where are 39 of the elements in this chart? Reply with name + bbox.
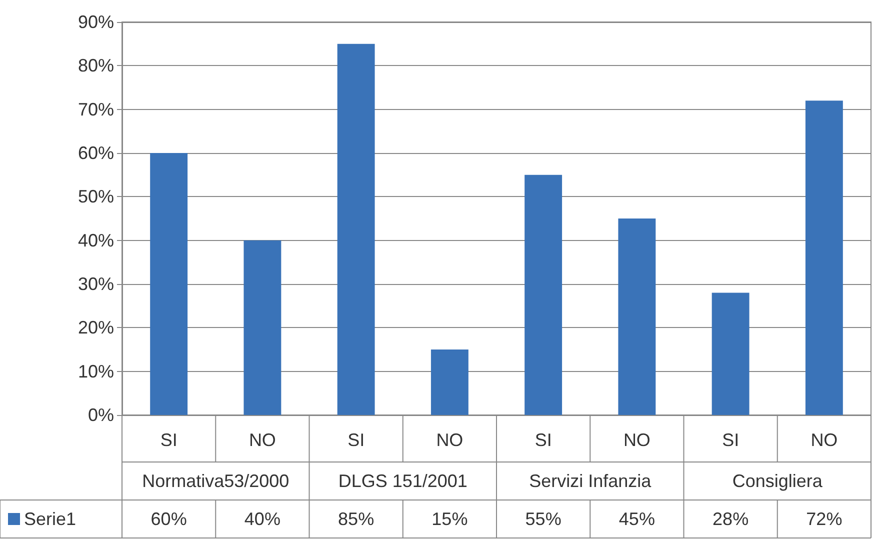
data-label: 55%: [525, 509, 562, 529]
data-label: 28%: [712, 509, 749, 529]
x-tick-label: NO: [810, 430, 838, 450]
y-tick-label: 10%: [78, 361, 114, 382]
bar: [150, 153, 188, 415]
y-tick-label: 90%: [78, 12, 114, 32]
text: Normativa53/2000: [142, 471, 290, 491]
text: Servizi Infanzia: [529, 471, 652, 491]
bar: [524, 174, 562, 415]
bar: [712, 292, 750, 415]
bar: [618, 218, 656, 415]
bar: [244, 240, 282, 415]
x-tick-label: NO: [248, 430, 276, 450]
data-label: 15%: [432, 509, 468, 529]
y-tick-label: 0%: [88, 405, 114, 425]
y-tick-label: 80%: [78, 56, 114, 76]
x-tick-label: NO: [623, 430, 650, 450]
legend-label: Serie1: [24, 509, 76, 529]
x-tick-label: SI: [722, 430, 740, 450]
data-label: 85%: [338, 509, 374, 529]
text: Consigliera: [732, 471, 824, 491]
x-tick-label: SI: [534, 430, 552, 450]
data-label: 40%: [244, 509, 280, 529]
x-tick-label: NO: [436, 430, 464, 450]
y-tick-label: 70%: [78, 99, 114, 120]
data-label: 60%: [150, 509, 187, 529]
y-tick-label: 20%: [78, 318, 114, 338]
bar: [337, 44, 375, 415]
data-label: 45%: [618, 509, 655, 529]
y-tick-label: 60%: [78, 143, 114, 163]
x-tick-label: SI: [160, 430, 178, 450]
y-tick-label: 50%: [78, 186, 114, 207]
y-tick-label: 40%: [78, 230, 114, 250]
data-label: 72%: [806, 509, 842, 529]
text: DLGS 151/2001: [338, 471, 468, 491]
y-tick-label: 30%: [78, 274, 114, 294]
x-tick-label: SI: [348, 430, 365, 450]
bar: [805, 100, 843, 415]
bar: [430, 350, 468, 415]
